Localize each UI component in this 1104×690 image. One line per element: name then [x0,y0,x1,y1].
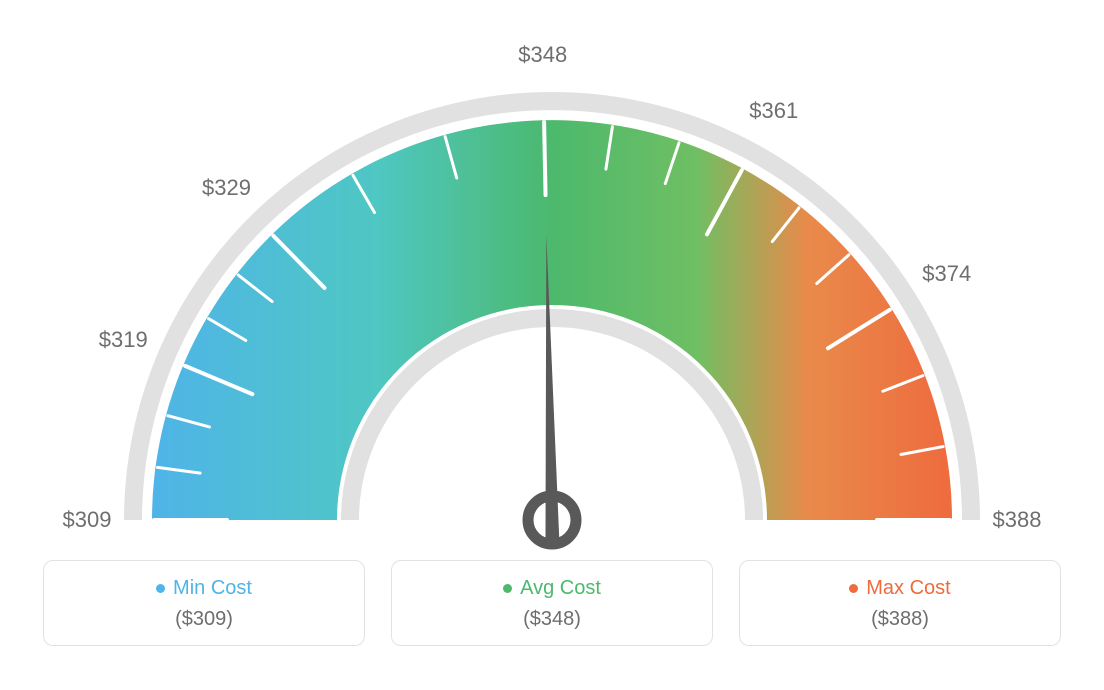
legend-label: Min Cost [173,577,252,600]
legend-card: Min Cost ($309) [43,560,365,646]
legend-dot-icon [503,584,512,593]
gauge-chart: $309 $319 $329 $348 $361 $374 $388 [0,0,1104,560]
legend-value: ($309) [44,608,364,631]
legend-label: Max Cost [866,577,950,600]
gauge-tick-label: $388 [993,507,1042,533]
gauge-tick-label: $361 [749,98,798,124]
legend-card: Avg Cost ($348) [391,560,713,646]
legend-value: ($348) [392,608,712,631]
legend-dot-icon [156,584,165,593]
legend-card: Max Cost ($388) [739,560,1061,646]
gauge-tick-label: $309 [63,507,112,533]
gauge-tick-label: $348 [518,42,567,68]
gauge-tick-label: $374 [922,261,971,287]
legend-value: ($388) [740,608,1060,631]
legend-title: Min Cost [156,577,252,600]
gauge-tick-label: $319 [99,327,148,353]
legend-dot-icon [849,584,858,593]
legend-label: Avg Cost [520,577,601,600]
gauge-tick-label: $329 [202,175,251,201]
legend-title: Avg Cost [503,577,601,600]
legend-row: Min Cost ($309) Avg Cost ($348) Max Cost ($38… [0,560,1104,646]
legend-title: Max Cost [849,577,950,600]
